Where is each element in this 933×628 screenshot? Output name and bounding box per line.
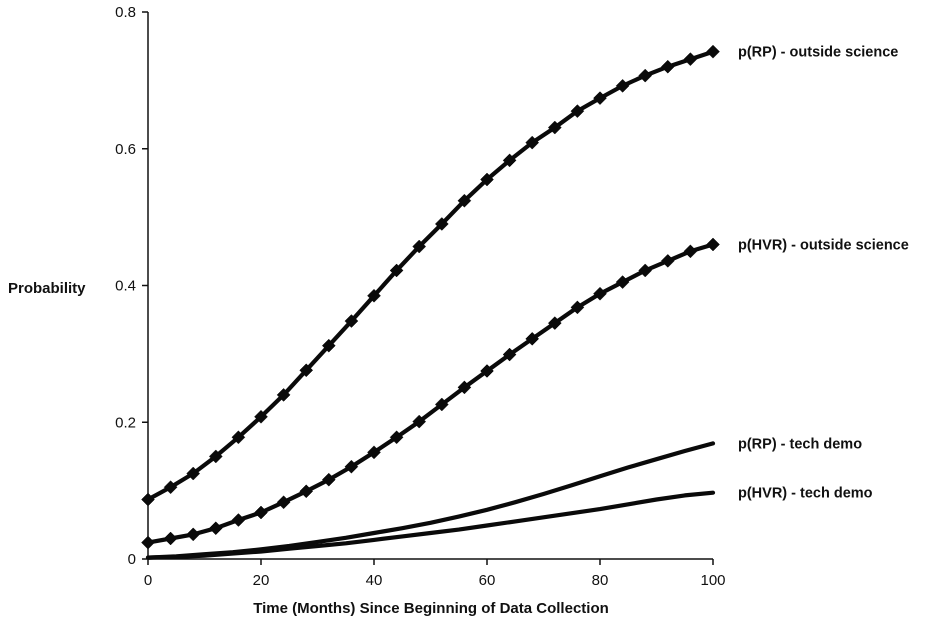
- y-tick-label: 0.2: [115, 414, 136, 431]
- data-point-marker: [706, 237, 720, 252]
- data-point-marker: [389, 263, 404, 278]
- x-axis-title: Time (Months) Since Beginning of Data Co…: [253, 600, 609, 617]
- y-tick-label: 0.6: [115, 141, 136, 158]
- x-ticks: 0 20 40 60 80 100: [144, 559, 726, 589]
- data-point-marker: [683, 52, 698, 67]
- data-point-marker: [570, 300, 585, 315]
- data-point-marker: [638, 263, 653, 278]
- data-point-marker: [683, 244, 698, 259]
- data-point-marker: [389, 430, 404, 445]
- data-point-marker: [525, 331, 540, 346]
- x-tick-label: 80: [592, 572, 609, 589]
- data-point-marker: [638, 68, 653, 83]
- data-point-marker: [706, 44, 720, 59]
- series-label-p-rp-tech-demo: p(RP) - tech demo: [738, 436, 862, 452]
- data-point-marker: [615, 78, 630, 93]
- data-point-marker: [480, 172, 494, 187]
- x-tick-label: 60: [479, 572, 496, 589]
- series-p-hvr-tech-demo: [145, 490, 716, 560]
- x-tick-label: 40: [366, 572, 383, 589]
- x-tick-label: 20: [253, 572, 270, 589]
- data-point-marker: [321, 472, 336, 487]
- series-line-p-hvr-tech-demo: [145, 490, 716, 560]
- series-p-rp-outside-science: [141, 44, 720, 507]
- data-point-marker: [141, 535, 155, 550]
- series-line-p-hvr-outside-science: [145, 242, 716, 545]
- series-labels: p(RP) - outside science p(HVR) - outside …: [738, 45, 909, 502]
- data-point-marker: [344, 314, 359, 328]
- series-label-p-hvr-outside-science: p(HVR) - outside science: [738, 237, 909, 253]
- data-point-marker: [457, 193, 472, 208]
- data-point-marker: [547, 316, 562, 330]
- data-point-marker: [457, 380, 472, 395]
- data-point-marker: [547, 120, 562, 135]
- data-point-marker: [141, 492, 155, 507]
- series-p-hvr-outside-science: [141, 237, 720, 550]
- data-point-marker: [186, 527, 201, 542]
- data-point-marker: [412, 414, 427, 429]
- data-point-marker: [276, 495, 291, 510]
- series-label-p-hvr-tech-demo: p(HVR) - tech demo: [738, 486, 873, 502]
- data-point-marker: [502, 153, 517, 168]
- data-point-marker: [231, 430, 246, 445]
- data-point-marker: [480, 364, 494, 378]
- data-point-marker: [208, 449, 223, 464]
- data-point-marker: [299, 484, 314, 499]
- data-point-marker: [570, 104, 585, 118]
- data-point-marker: [186, 466, 201, 481]
- y-tick-label: 0.4: [115, 278, 136, 295]
- data-point-marker: [163, 531, 178, 546]
- series-layer: [141, 44, 720, 560]
- data-point-marker: [434, 217, 449, 231]
- data-point-marker: [593, 286, 607, 301]
- data-point-marker: [231, 513, 246, 527]
- data-point-marker: [660, 59, 675, 74]
- data-point-marker: [434, 397, 449, 412]
- data-point-marker: [502, 347, 517, 362]
- series-line-p-rp-tech-demo: [145, 441, 716, 560]
- data-point-marker: [660, 254, 675, 268]
- data-point-marker: [208, 521, 223, 536]
- data-point-marker: [254, 505, 268, 520]
- data-point-marker: [412, 239, 427, 254]
- data-point-marker: [254, 409, 268, 424]
- x-tick-label: 100: [700, 572, 725, 589]
- data-point-marker: [593, 91, 607, 106]
- data-point-marker: [367, 445, 381, 460]
- axes: [147, 12, 713, 560]
- series-p-rp-tech-demo: [145, 441, 716, 560]
- data-point-marker: [367, 288, 381, 303]
- data-point-marker: [615, 275, 630, 289]
- data-point-marker: [344, 459, 359, 474]
- y-tick-label: 0.8: [115, 4, 136, 21]
- data-point-marker: [525, 135, 540, 150]
- data-point-marker: [163, 480, 178, 495]
- series-line-p-rp-outside-science: [145, 49, 716, 502]
- series-label-p-rp-outside-science: p(RP) - outside science: [738, 45, 898, 61]
- y-ticks: 0 0.2 0.4 0.6 0.8: [115, 4, 148, 568]
- x-tick-label: 0: [144, 572, 152, 589]
- y-tick-label: 0: [128, 551, 136, 568]
- y-axis-title: Probability: [8, 280, 86, 297]
- data-point-marker: [321, 338, 336, 353]
- data-point-marker: [276, 388, 291, 402]
- data-point-marker: [299, 363, 314, 378]
